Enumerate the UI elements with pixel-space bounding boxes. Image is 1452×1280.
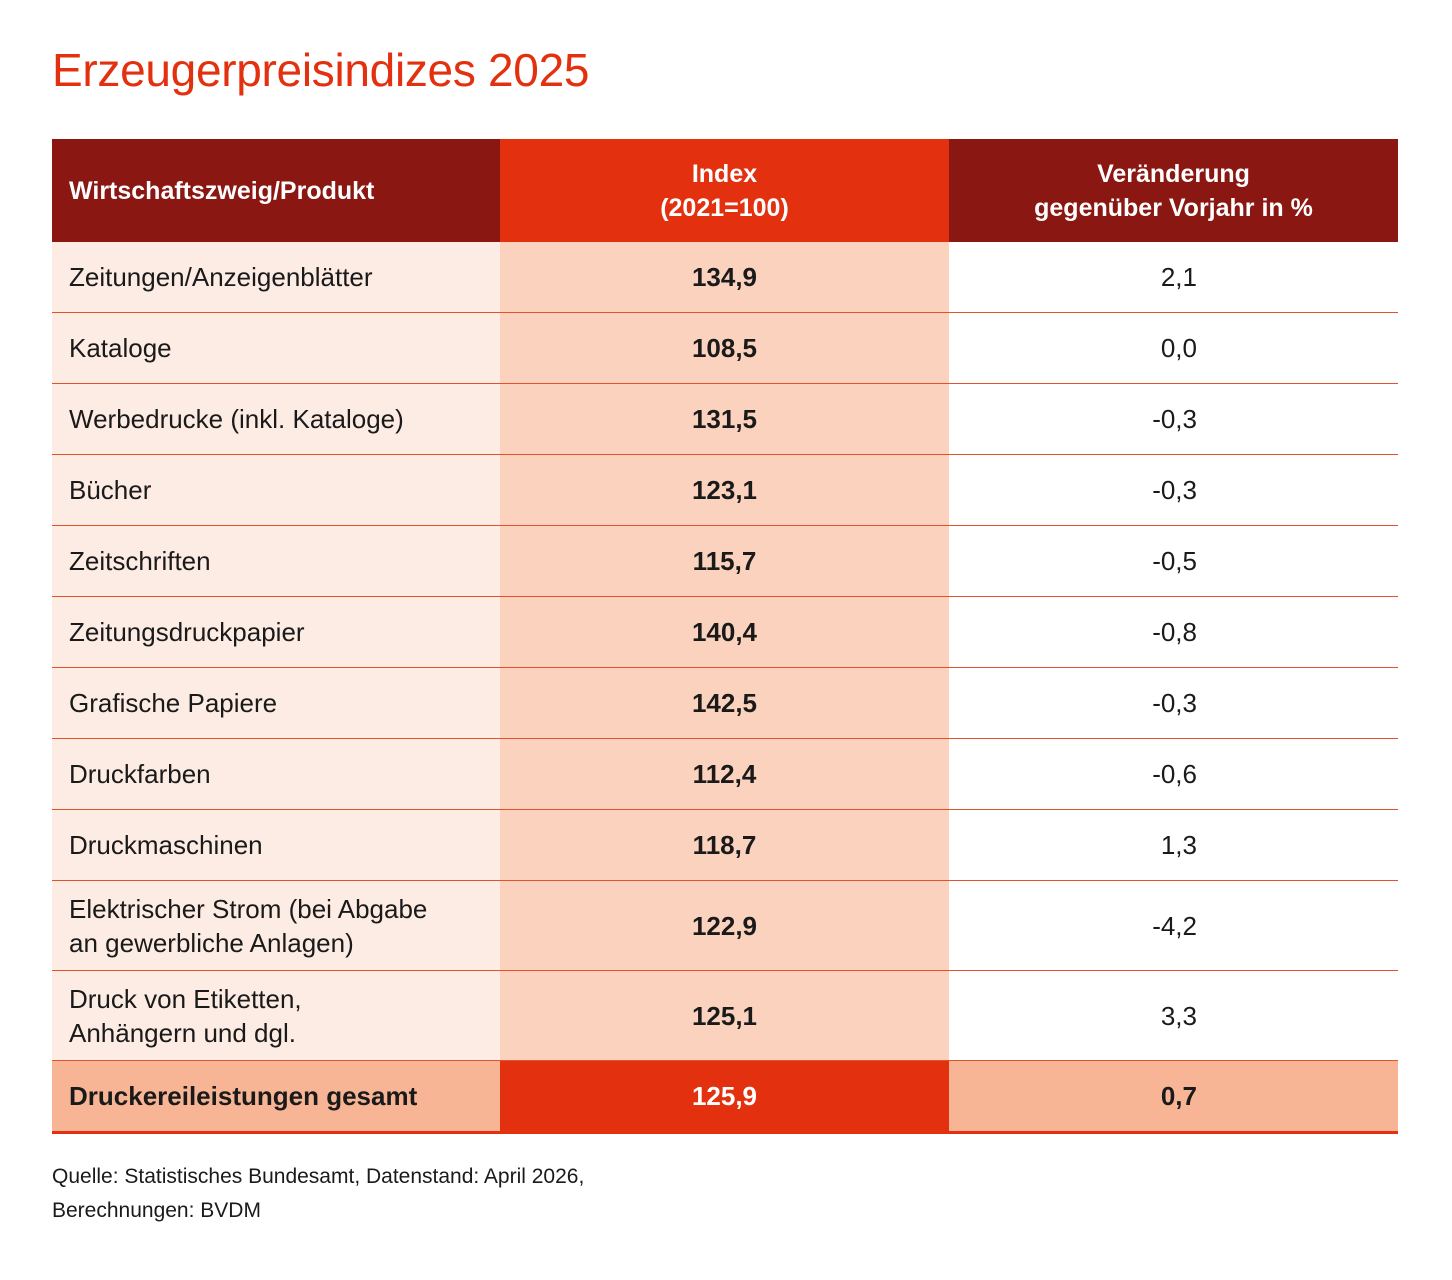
product-cell: Bücher [52, 454, 500, 526]
table-row: Werbedrucke (inkl. Kataloge) 131,5 -0,3 [52, 383, 1398, 455]
table-row: Grafische Papiere 142,5 -0,3 [52, 667, 1398, 739]
change-cell: -4,2 [949, 880, 1398, 971]
product-cell: Druck von Etiketten, Anhängern und dgl. [52, 970, 500, 1061]
total-index-cell: 125,9 [500, 1060, 949, 1134]
product-line: Grafische Papiere [69, 688, 278, 718]
index-cell: 123,1 [500, 454, 949, 526]
change-cell: -0,3 [949, 454, 1398, 526]
change-cell: 2,1 [949, 242, 1398, 313]
index-cell: 118,7 [500, 809, 949, 881]
header-row: Wirtschaftszweig/Produkt Index (2021=100… [52, 139, 1398, 242]
header-change-line: Veränderung [1097, 159, 1250, 188]
change-cell: 1,3 [949, 809, 1398, 881]
product-line: Druckmaschinen [69, 830, 263, 860]
table-row: Zeitschriften 115,7 -0,5 [52, 525, 1398, 597]
product-cell: Druckmaschinen [52, 809, 500, 881]
table-row: Druckmaschinen 118,7 1,3 [52, 809, 1398, 881]
index-cell: 108,5 [500, 312, 949, 384]
change-cell: -0,3 [949, 667, 1398, 739]
index-cell: 142,5 [500, 667, 949, 739]
total-change-cell: 0,7 [949, 1060, 1398, 1134]
table-body: Zeitungen/Anzeigenblätter 134,9 2,1 Katalog… [52, 242, 1398, 1134]
index-cell: 140,4 [500, 596, 949, 668]
change-cell: -0,6 [949, 738, 1398, 810]
product-cell: Zeitungsdruckpapier [52, 596, 500, 668]
header-change: Veränderung gegenüber Vorjahr in % [949, 139, 1398, 242]
product-cell: Druckfarben [52, 738, 500, 810]
product-line: Zeitungen/Anzeigenblätter [69, 262, 373, 292]
header-product-line: Wirtschaftszweig/Produkt [69, 176, 375, 205]
table-row: Druck von Etiketten, Anhängern und dgl. 12… [52, 970, 1398, 1061]
table-row: Zeitungsdruckpapier 140,4 -0,8 [52, 596, 1398, 668]
product-cell: Grafische Papiere [52, 667, 500, 739]
table-row: Kataloge 108,5 0,0 [52, 312, 1398, 384]
product-cell: Kataloge [52, 312, 500, 384]
source-note: Quelle: Statistisches Bundesamt, Datenst… [52, 1160, 584, 1228]
index-cell: 122,9 [500, 880, 949, 971]
index-cell: 115,7 [500, 525, 949, 597]
product-line: Elektrischer Strom (bei Abgabe [69, 893, 428, 924]
product-cell: Zeitungen/Anzeigenblätter [52, 242, 500, 313]
index-cell: 125,1 [500, 970, 949, 1061]
source-line: Berechnungen: BVDM [52, 1199, 261, 1222]
table-row: Bücher 123,1 -0,3 [52, 454, 1398, 526]
total-row: Druckereileistungen gesamt 125,9 0,7 [52, 1060, 1398, 1134]
table-row: Zeitungen/Anzeigenblätter 134,9 2,1 [52, 242, 1398, 313]
product-line: Anhängern und dgl. [69, 1017, 296, 1048]
product-line: Zeitungsdruckpapier [69, 617, 305, 647]
index-cell: 134,9 [500, 242, 949, 313]
total-product-cell: Druckereileistungen gesamt [52, 1060, 500, 1134]
product-line: Zeitschriften [69, 546, 211, 576]
header-index-line: (2021=100) [660, 193, 789, 222]
price-index-table: Wirtschaftszweig/Produkt Index (2021=100… [52, 139, 1398, 1134]
product-line: Druckfarben [69, 759, 211, 789]
index-cell: 112,4 [500, 738, 949, 810]
change-cell: -0,8 [949, 596, 1398, 668]
product-line: Werbedrucke (inkl. Kataloge) [69, 404, 404, 434]
product-line: Bücher [69, 475, 152, 505]
source-line: Quelle: Statistisches Bundesamt, Datenst… [52, 1165, 585, 1188]
header-change-line: gegenüber Vorjahr in % [1034, 193, 1313, 222]
index-cell: 131,5 [500, 383, 949, 455]
page-title: Erzeugerpreisindizes 2025 [52, 44, 590, 96]
change-cell: 0,0 [949, 312, 1398, 384]
change-cell: -0,5 [949, 525, 1398, 597]
change-cell: 3,3 [949, 970, 1398, 1061]
product-cell: Zeitschriften [52, 525, 500, 597]
change-cell: -0,3 [949, 383, 1398, 455]
product-line: an gewerbliche Anlagen) [69, 927, 354, 958]
table-row: Elektrischer Strom (bei Abgabe an gewerbl… [52, 880, 1398, 971]
product-line: Kataloge [69, 333, 172, 363]
header-index: Index (2021=100) [500, 139, 949, 242]
product-cell: Werbedrucke (inkl. Kataloge) [52, 383, 500, 455]
table-row: Druckfarben 112,4 -0,6 [52, 738, 1398, 810]
header-product: Wirtschaftszweig/Produkt [52, 139, 500, 242]
product-line: Druck von Etiketten, [69, 983, 302, 1014]
product-cell: Elektrischer Strom (bei Abgabe an gewerbl… [52, 880, 500, 971]
table-header: Wirtschaftszweig/Produkt Index (2021=100… [52, 139, 1398, 242]
header-index-line: Index [691, 159, 758, 188]
